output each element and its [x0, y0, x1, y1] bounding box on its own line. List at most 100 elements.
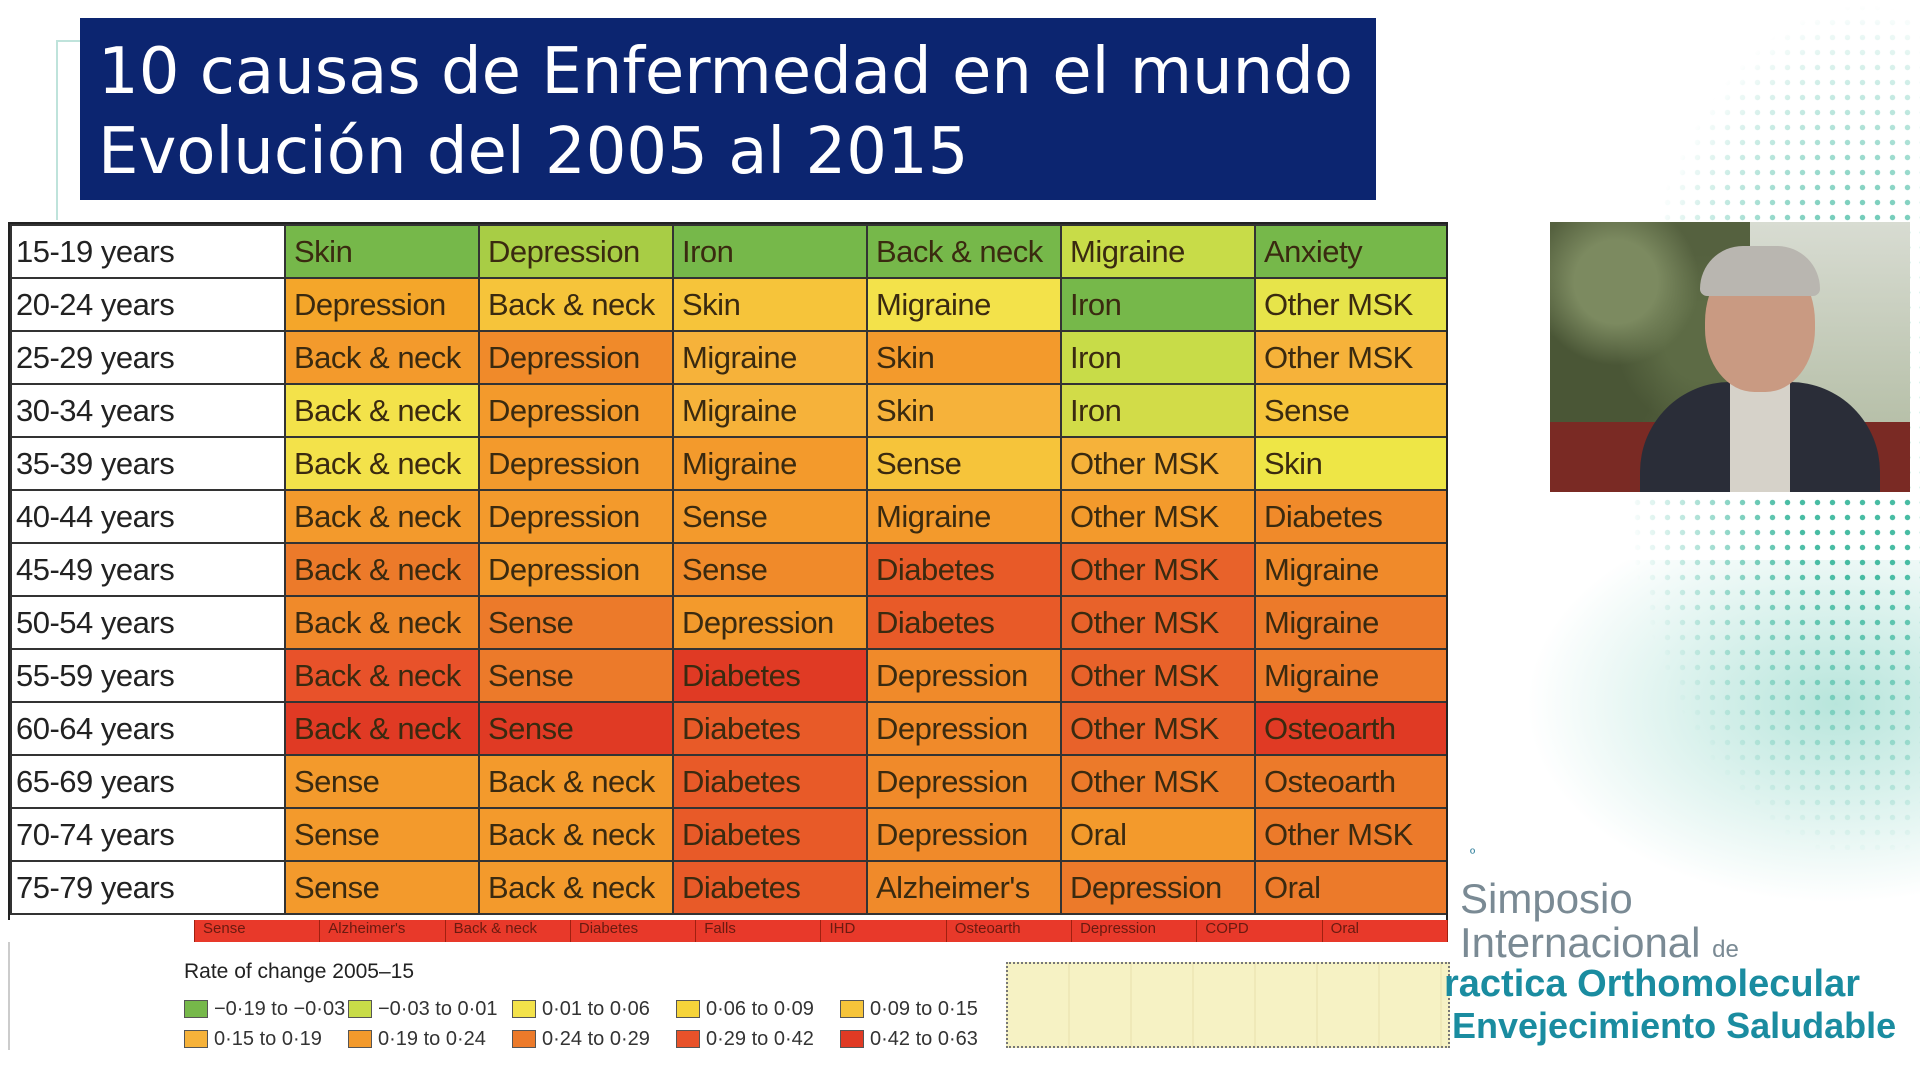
- legend-swatch: [184, 1000, 208, 1018]
- cause-cell: Other MSK: [1060, 595, 1256, 650]
- cause-cell: Sense: [672, 542, 868, 597]
- legend-label: −0·19 to −0·03: [214, 997, 346, 1020]
- cause-cell: Depression: [866, 754, 1062, 809]
- table-row: 50-54 years Back & neck Sense Depression Dia…: [10, 595, 1446, 650]
- legend-label: 0·19 to 0·24: [378, 1027, 486, 1050]
- speaker-collar: [1730, 382, 1790, 492]
- cause-cell: Migraine: [866, 489, 1062, 544]
- cause-cell: Diabetes: [672, 754, 868, 809]
- logo-line-2-text: Internacional: [1460, 919, 1701, 966]
- strip-cell: Depression: [1072, 920, 1198, 942]
- cause-cell: Diabetes: [672, 807, 868, 862]
- table-row: 55-59 years Back & neck Sense Diabetes Depre…: [10, 648, 1446, 703]
- cause-cell: Depression: [866, 648, 1062, 703]
- decorative-line: [56, 40, 58, 220]
- logo-line-2: Internacional de: [1460, 919, 1739, 967]
- cause-cell: Back & neck: [478, 807, 674, 862]
- table-row: 70-74 years Sense Back & neck Diabetes Depre…: [10, 807, 1446, 862]
- cause-cell: Other MSK: [1060, 436, 1256, 491]
- cause-cell: Other MSK: [1254, 330, 1446, 385]
- age-group-cell: 25-29 years: [10, 330, 286, 385]
- table-row: 65-69 years Sense Back & neck Diabetes Depre…: [10, 754, 1446, 809]
- cause-cell: Iron: [672, 224, 868, 279]
- cause-cell: Depression: [1060, 860, 1256, 915]
- cause-cell: Depression: [478, 436, 674, 491]
- age-group-cell: 35-39 years: [10, 436, 286, 491]
- legend-item: 0·09 to 0·15: [840, 994, 1004, 1024]
- cause-cell: Sense: [866, 436, 1062, 491]
- strip-cell: Sense: [195, 920, 321, 942]
- cause-cell: Other MSK: [1254, 807, 1446, 862]
- age-group-cell: 45-49 years: [10, 542, 286, 597]
- age-group-cell: 30-34 years: [10, 383, 286, 438]
- strip-lead-cell: [8, 920, 195, 942]
- causes-table: 15-19 years Skin Depression Iron Back & neck…: [10, 224, 1446, 915]
- cause-cell: Migraine: [866, 277, 1062, 332]
- age-group-cell: 55-59 years: [10, 648, 286, 703]
- cause-cell: Iron: [1060, 330, 1256, 385]
- cause-cell: Back & neck: [478, 754, 674, 809]
- cause-cell: Sense: [478, 701, 674, 756]
- cause-cell: Sense: [1254, 383, 1446, 438]
- table-row: 45-49 years Back & neck Depression Sense Dia…: [10, 542, 1446, 597]
- legend-label: 0·06 to 0·09: [706, 997, 814, 1020]
- cause-cell: Skin: [866, 330, 1062, 385]
- cause-cell: Other MSK: [1060, 542, 1256, 597]
- age-group-cell: 40-44 years: [10, 489, 286, 544]
- cause-cell: Alzheimer's: [866, 860, 1062, 915]
- cause-cell: Sense: [284, 754, 480, 809]
- legend-item: 0·19 to 0·24: [348, 1024, 512, 1054]
- table-row: 30-34 years Back & neck Depression Migraine…: [10, 383, 1446, 438]
- cause-cell: Skin: [866, 383, 1062, 438]
- strip-cell: Diabetes: [571, 920, 697, 942]
- cause-cell: Depression: [478, 383, 674, 438]
- age-group-cell: 75-79 years: [10, 860, 286, 915]
- cause-cell: Sense: [284, 807, 480, 862]
- cause-cell: Depression: [284, 277, 480, 332]
- table-row: 40-44 years Back & neck Depression Sense Mig…: [10, 489, 1446, 544]
- cause-cell: Diabetes: [866, 595, 1062, 650]
- cause-cell: Back & neck: [866, 224, 1062, 279]
- table-row: 60-64 years Back & neck Sense Diabetes Depre…: [10, 701, 1446, 756]
- legend-area: Rate of change 2005–15 −0·19 to −0·03 −0·…: [8, 942, 1450, 1050]
- age-group-cell: 60-64 years: [10, 701, 286, 756]
- strip-cell: COPD: [1197, 920, 1323, 942]
- cause-cell: Osteoarth: [1254, 754, 1446, 809]
- cause-cell: Depression: [866, 701, 1062, 756]
- legend-item: 0·01 to 0·06: [512, 994, 676, 1024]
- cause-cell: Other MSK: [1060, 648, 1256, 703]
- age-group-cell: 15-19 years: [10, 224, 286, 279]
- legend-title: Rate of change 2005–15: [184, 960, 415, 983]
- logo-line-1: Simposio: [1460, 875, 1633, 922]
- cause-cell: Sense: [478, 648, 674, 703]
- legend-swatch: [512, 1000, 536, 1018]
- cause-cell: Back & neck: [284, 436, 480, 491]
- cause-cell: Migraine: [672, 436, 868, 491]
- cause-cell: Diabetes: [672, 701, 868, 756]
- cause-cell: Diabetes: [866, 542, 1062, 597]
- slide-title-line-2: Evolución del 2005 al 2015: [98, 115, 969, 189]
- cause-cell: Migraine: [1254, 595, 1446, 650]
- cause-cell: Back & neck: [284, 701, 480, 756]
- table-row: 35-39 years Back & neck Depression Migraine…: [10, 436, 1446, 491]
- cause-cell: Skin: [284, 224, 480, 279]
- logo-line-4: Envejecimiento Saludable: [1452, 1005, 1897, 1046]
- cause-cell: Sense: [284, 860, 480, 915]
- legend-swatch: [676, 1000, 700, 1018]
- decorative-glow: [1500, 560, 1920, 920]
- cause-cell: Back & neck: [284, 648, 480, 703]
- cause-cell: Back & neck: [284, 542, 480, 597]
- cause-cell: Other MSK: [1060, 701, 1256, 756]
- cut-off-row-strip: Sense Alzheimer's Back & neck Diabetes Falls…: [8, 920, 1448, 942]
- slide-title-box: 10 causas de Enfermedad en el mundo Evol…: [80, 18, 1376, 200]
- legend-label: −0·03 to 0·01: [378, 997, 498, 1020]
- cause-cell: Iron: [1060, 383, 1256, 438]
- cause-cell: Other MSK: [1060, 489, 1256, 544]
- strip-cell: Oral: [1323, 920, 1448, 942]
- cause-cell: Diabetes: [672, 860, 868, 915]
- cause-cell: Sense: [672, 489, 868, 544]
- legend-label: 0·15 to 0·19: [214, 1027, 322, 1050]
- cause-cell: Skin: [1254, 436, 1446, 491]
- table-row: 75-79 years Sense Back & neck Diabetes Alzhe…: [10, 860, 1446, 915]
- legend-label: 0·01 to 0·06: [542, 997, 650, 1020]
